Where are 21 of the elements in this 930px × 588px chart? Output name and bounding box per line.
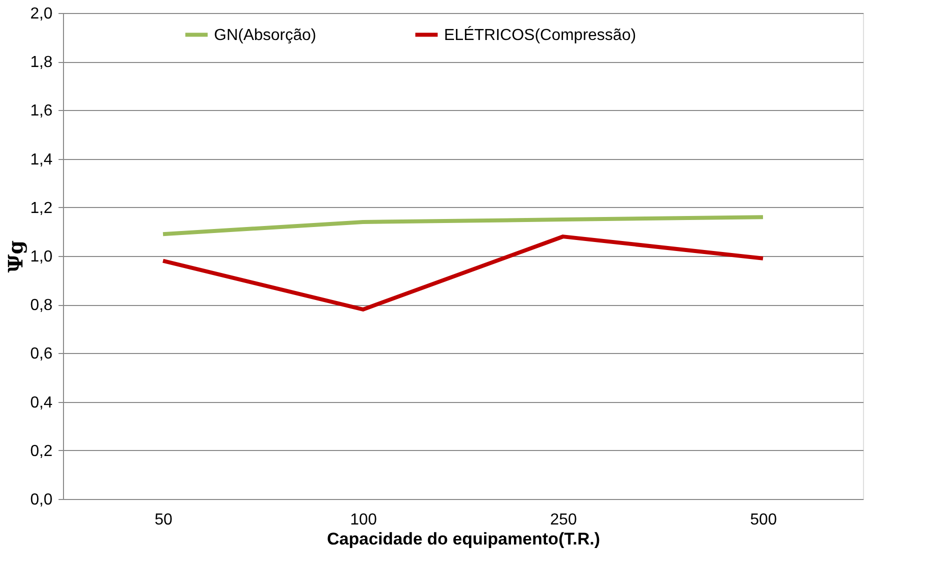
y-tick-label: 1,8 bbox=[30, 54, 53, 72]
x-tick-label: 50 bbox=[154, 512, 172, 528]
x-tick-label: 100 bbox=[350, 512, 377, 528]
y-axis-title: Ψg bbox=[3, 240, 28, 273]
x-tick-label: 500 bbox=[750, 512, 777, 528]
y-tick-label: 0,2 bbox=[30, 442, 53, 460]
y-tick-label: 0,6 bbox=[30, 346, 53, 363]
legend-label: ELÉTRICOS(Compressão) bbox=[444, 26, 636, 44]
legend-label: GN(Absorção) bbox=[214, 26, 316, 44]
line-series bbox=[161, 215, 765, 236]
x-axis-title: Capacidade do equipamento(T.R.) bbox=[327, 530, 600, 548]
line-series bbox=[161, 234, 765, 312]
y-tick-label: 1,4 bbox=[30, 151, 53, 168]
y-tick-label: 0,8 bbox=[30, 297, 53, 314]
y-tick-label: 2,0 bbox=[30, 6, 53, 22]
x-tick-label: 250 bbox=[550, 512, 577, 528]
y-tick-label: 1,2 bbox=[30, 200, 53, 217]
y-tick-label: 1,6 bbox=[30, 102, 53, 120]
y-tick-label: 0,4 bbox=[30, 394, 53, 412]
y-tick-label: 0,0 bbox=[30, 492, 53, 508]
y-tick-label: 1,0 bbox=[30, 248, 53, 266]
